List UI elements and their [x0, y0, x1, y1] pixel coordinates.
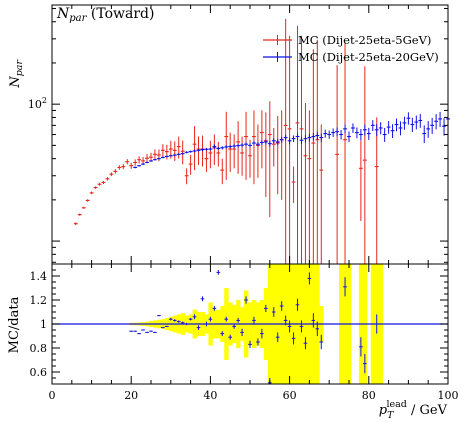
ratio-y-tick-label: 0.6: [30, 366, 48, 379]
legend-label-0: MC (Dijet-25eta-5GeV): [298, 33, 431, 47]
svg-text:Npar (Toward): Npar (Toward): [56, 6, 154, 24]
legend-label-1: MC (Dijet-25eta-20GeV): [298, 50, 439, 64]
x-tick-label: 40: [203, 389, 217, 402]
x-tick-label: 80: [362, 389, 376, 402]
svg-text:pTlead / GeV: pTlead / GeV: [379, 399, 448, 421]
ratio-y-tick-label: 1: [40, 318, 47, 331]
x-axis-label: pTlead / GeV: [379, 399, 448, 421]
top-y-tick-label: 102: [28, 96, 47, 111]
ratio-y-tick-label: 1.2: [30, 294, 48, 307]
ratio-panel: 0.6 0.8 1 1.2 1.4: [30, 263, 449, 385]
chart-title: Npar (Toward): [56, 6, 154, 24]
x-tick-label: 100: [438, 389, 459, 402]
ratio-y-tick-label: 0.8: [30, 342, 48, 355]
svg-text:MC/data: MC/data: [7, 296, 22, 353]
bottom-y-axis-label: MC/data: [7, 296, 22, 353]
x-axis-ticks: 0 20 40 60 80 100: [49, 5, 459, 402]
x-tick-label: 0: [49, 389, 56, 402]
x-tick-label: 20: [124, 389, 138, 402]
legend: MC (Dijet-25eta-5GeV) MC (Dijet-25eta-20G…: [263, 33, 439, 64]
top-y-axis-label: Npar: [8, 59, 25, 89]
svg-text:Npar: Npar: [8, 59, 25, 89]
ratio-y-tick-label: 1.4: [30, 270, 48, 283]
x-tick-label: 60: [283, 389, 297, 402]
top-panel: 102: [28, 4, 450, 265]
